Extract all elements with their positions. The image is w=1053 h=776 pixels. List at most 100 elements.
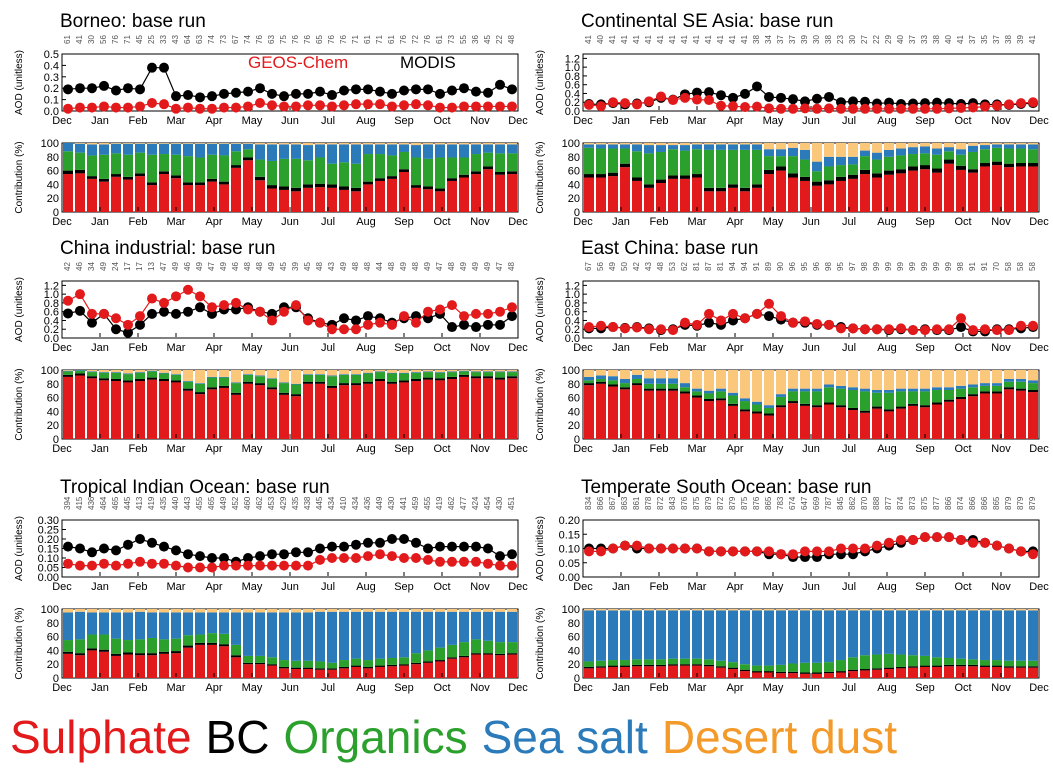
organics-bar (135, 152, 145, 174)
month-label: Aug (356, 216, 376, 228)
dust-bar (291, 143, 301, 145)
seasalt-bar (303, 145, 313, 161)
organics-bar (351, 374, 361, 384)
sulphate-bar (716, 400, 726, 439)
dust-bar (363, 609, 373, 612)
organics-bar (267, 657, 277, 665)
modis-point (764, 311, 774, 322)
dust-bar (267, 143, 277, 145)
count-label: 49 (471, 262, 480, 271)
dust-bar (776, 609, 786, 611)
geos-point (327, 553, 337, 563)
count-label: 58 (1016, 262, 1025, 271)
count-label: 63 (267, 35, 276, 44)
bc-bar (896, 169, 906, 174)
modis-point (447, 322, 457, 333)
count-label: 424 (471, 496, 480, 510)
bc-bar (243, 381, 253, 384)
modis-point (387, 88, 397, 99)
seasalt-bar (968, 145, 978, 152)
geos-point (123, 102, 133, 113)
legend-geos-chem: GEOS-Chem (248, 53, 348, 72)
seasalt-bar (788, 388, 798, 392)
bc-bar (183, 182, 193, 186)
organics-bar (219, 155, 229, 182)
dust-bar (459, 370, 469, 371)
dust-bar (740, 370, 750, 399)
count-label: 70 (992, 262, 1001, 271)
seasalt-bar (656, 378, 666, 384)
dust-bar (435, 370, 445, 373)
organics-bar (327, 662, 337, 669)
seasalt-bar (848, 610, 858, 658)
month-label: Nov (470, 342, 490, 354)
count-label: 41 (668, 35, 677, 44)
sulphate-bar (471, 654, 481, 678)
dust-bar (956, 370, 966, 386)
sulphate-bar (363, 184, 373, 212)
geos-point (872, 324, 882, 335)
geos-point (327, 101, 337, 112)
organics-bar (956, 658, 966, 665)
month-label: Nov (991, 342, 1011, 354)
seasalt-bar (411, 145, 421, 158)
organics-bar (267, 160, 277, 186)
dust-bar (339, 609, 349, 612)
seasalt-bar (351, 374, 361, 375)
modis-point (75, 305, 85, 316)
geos-point (848, 103, 858, 114)
modis-point (956, 322, 966, 333)
organics-bar (776, 396, 786, 406)
sulphate-bar (147, 655, 157, 678)
organics-bar (411, 157, 421, 186)
modis-point (195, 92, 205, 103)
modis-point (183, 549, 193, 560)
count-label: 41 (728, 35, 737, 44)
organics-bar (656, 383, 666, 389)
seasalt-bar (375, 611, 385, 659)
sulphate-bar (824, 184, 834, 212)
geos-point (1004, 543, 1014, 554)
count-label: 454 (483, 496, 492, 510)
modis-point (411, 84, 421, 95)
dust-bar (267, 370, 277, 379)
count-label: 430 (495, 496, 504, 510)
seasalt-bar (632, 610, 642, 660)
dust-bar (776, 370, 786, 395)
legend-bc: BC (205, 711, 270, 763)
seasalt-bar (507, 144, 517, 154)
dust-bar (656, 609, 666, 611)
month-label: Jun (802, 342, 820, 354)
geos-point (764, 103, 774, 114)
month-label: Dec (52, 342, 72, 354)
count-label: 39 (291, 262, 300, 271)
aod-frame (61, 53, 519, 112)
bc-bar (123, 176, 133, 180)
organics-bar (411, 653, 421, 663)
organics-bar (716, 660, 726, 667)
bc-bar (1028, 390, 1038, 393)
organics-bar (63, 640, 73, 652)
month-label: Mar (167, 115, 186, 127)
geos-point (632, 322, 642, 333)
count-label: 465 (207, 496, 216, 510)
dust-bar (992, 143, 1002, 145)
count-label: 48 (387, 262, 396, 271)
sulphate-bar (159, 174, 169, 212)
aod-ytick-label: 0.2 (44, 324, 59, 336)
dust-bar (968, 609, 978, 611)
organics-bar (776, 156, 786, 167)
month-label: Mar (167, 682, 186, 694)
seasalt-bar (291, 612, 301, 661)
sulphate-bar (195, 394, 205, 439)
organics-bar (207, 633, 217, 643)
seasalt-bar (423, 371, 433, 373)
seasalt-bar (87, 371, 97, 373)
dust-bar (183, 609, 193, 613)
modis-point (435, 541, 445, 552)
dust-bar (980, 143, 990, 146)
bc-bar (668, 175, 678, 179)
dust-bar (764, 370, 774, 406)
month-label: Aug (877, 581, 897, 593)
sulphate-bar (147, 185, 157, 212)
